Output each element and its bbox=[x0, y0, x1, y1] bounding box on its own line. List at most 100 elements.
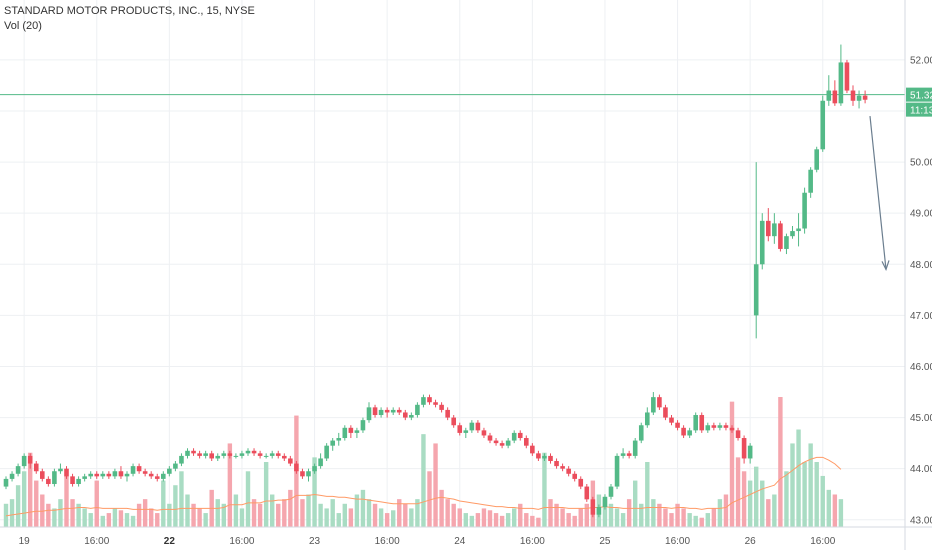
volume-bar bbox=[790, 443, 795, 527]
volume-bar bbox=[276, 503, 281, 527]
candle bbox=[439, 402, 444, 413]
volume-bar bbox=[554, 503, 559, 527]
volume-bar bbox=[439, 489, 444, 527]
candle-body bbox=[3, 478, 9, 487]
candle bbox=[27, 453, 33, 469]
time-tick-label: 23 bbox=[309, 536, 321, 547]
volume-bar bbox=[524, 513, 529, 527]
volume-bar bbox=[705, 513, 710, 527]
candle bbox=[336, 432, 342, 446]
candle-body bbox=[275, 453, 281, 456]
candle-body bbox=[638, 425, 644, 441]
candle-body bbox=[584, 486, 590, 500]
candle-body bbox=[130, 466, 136, 474]
candle bbox=[378, 407, 384, 418]
symbol-title[interactable]: STANDARD MOTOR PRODUCTS, INC., 15, NYSE bbox=[4, 5, 255, 17]
volume-bar bbox=[312, 457, 317, 527]
candle bbox=[427, 394, 432, 405]
volume-bar bbox=[542, 452, 547, 527]
candle-body bbox=[306, 471, 311, 477]
time-tick-label: 25 bbox=[599, 536, 611, 547]
volume-bar bbox=[657, 503, 662, 527]
candle-body bbox=[614, 455, 620, 487]
candle-body bbox=[245, 450, 251, 454]
volume-bar bbox=[669, 513, 674, 527]
candle bbox=[693, 412, 698, 433]
volume-bar bbox=[221, 503, 226, 527]
candle bbox=[590, 496, 596, 518]
candle-body bbox=[499, 443, 505, 446]
candle-body bbox=[82, 476, 87, 479]
time-tick-label: 22 bbox=[164, 536, 176, 547]
candle-body bbox=[154, 476, 160, 479]
time-tick-label: 16:00 bbox=[810, 536, 835, 547]
candle-body bbox=[203, 453, 208, 456]
trend-arrow-annotation[interactable] bbox=[869, 116, 890, 271]
candle-body bbox=[735, 430, 741, 439]
candle-body bbox=[536, 453, 541, 459]
candle-body bbox=[390, 409, 396, 413]
candle bbox=[759, 213, 765, 270]
candle-body bbox=[741, 438, 747, 459]
candle-body bbox=[493, 440, 499, 444]
candle-body bbox=[530, 445, 535, 454]
candle bbox=[530, 443, 535, 456]
candle-body bbox=[729, 427, 735, 431]
candle-body bbox=[560, 466, 565, 469]
candle bbox=[560, 463, 565, 472]
candle-body bbox=[409, 415, 414, 418]
candle bbox=[288, 455, 293, 467]
volume-bar bbox=[820, 475, 825, 527]
candle-body bbox=[517, 432, 523, 439]
candle-body bbox=[282, 455, 287, 459]
candle bbox=[554, 458, 559, 469]
candle bbox=[596, 504, 602, 518]
price-tick-label: 48.00 bbox=[910, 260, 932, 271]
candle bbox=[58, 463, 63, 474]
candle-body bbox=[336, 438, 342, 441]
candle bbox=[275, 450, 281, 459]
candle bbox=[856, 90, 862, 109]
candle-body bbox=[15, 466, 21, 474]
candle bbox=[681, 425, 686, 439]
candle bbox=[324, 443, 329, 462]
candle bbox=[421, 394, 426, 408]
candle bbox=[536, 450, 541, 462]
candle bbox=[124, 471, 130, 482]
candle-body bbox=[524, 438, 529, 446]
volume-indicator-label[interactable]: Vol (20) bbox=[4, 20, 42, 32]
candle-body bbox=[590, 499, 596, 515]
candle-body bbox=[850, 90, 856, 101]
candle bbox=[203, 450, 208, 459]
time-tick-label: 16:00 bbox=[229, 536, 254, 547]
candle bbox=[312, 463, 317, 474]
candle-body bbox=[548, 455, 553, 462]
candle bbox=[826, 75, 832, 106]
candle bbox=[638, 422, 644, 444]
candle-body bbox=[118, 471, 124, 477]
candle bbox=[469, 420, 475, 433]
candle-body bbox=[300, 471, 305, 477]
volume-bar bbox=[300, 499, 305, 527]
volume-bar bbox=[560, 508, 565, 527]
volume-bar bbox=[136, 503, 142, 527]
candle-body bbox=[796, 228, 801, 232]
volume-bar bbox=[306, 494, 311, 527]
volume-bar bbox=[100, 515, 105, 527]
volume-bar bbox=[584, 503, 589, 527]
candle bbox=[82, 473, 87, 482]
candle bbox=[348, 425, 354, 439]
candle-body bbox=[167, 468, 172, 474]
candle bbox=[88, 471, 93, 479]
volume-bar bbox=[614, 508, 620, 527]
candle-body bbox=[681, 427, 686, 436]
candle-body bbox=[554, 461, 559, 467]
volume-bar bbox=[832, 494, 838, 527]
volume-bar bbox=[711, 508, 717, 527]
candle-body bbox=[354, 430, 360, 433]
volume-bar bbox=[645, 462, 650, 527]
candle bbox=[705, 422, 711, 433]
candle bbox=[608, 484, 614, 500]
candle-body bbox=[663, 407, 668, 418]
